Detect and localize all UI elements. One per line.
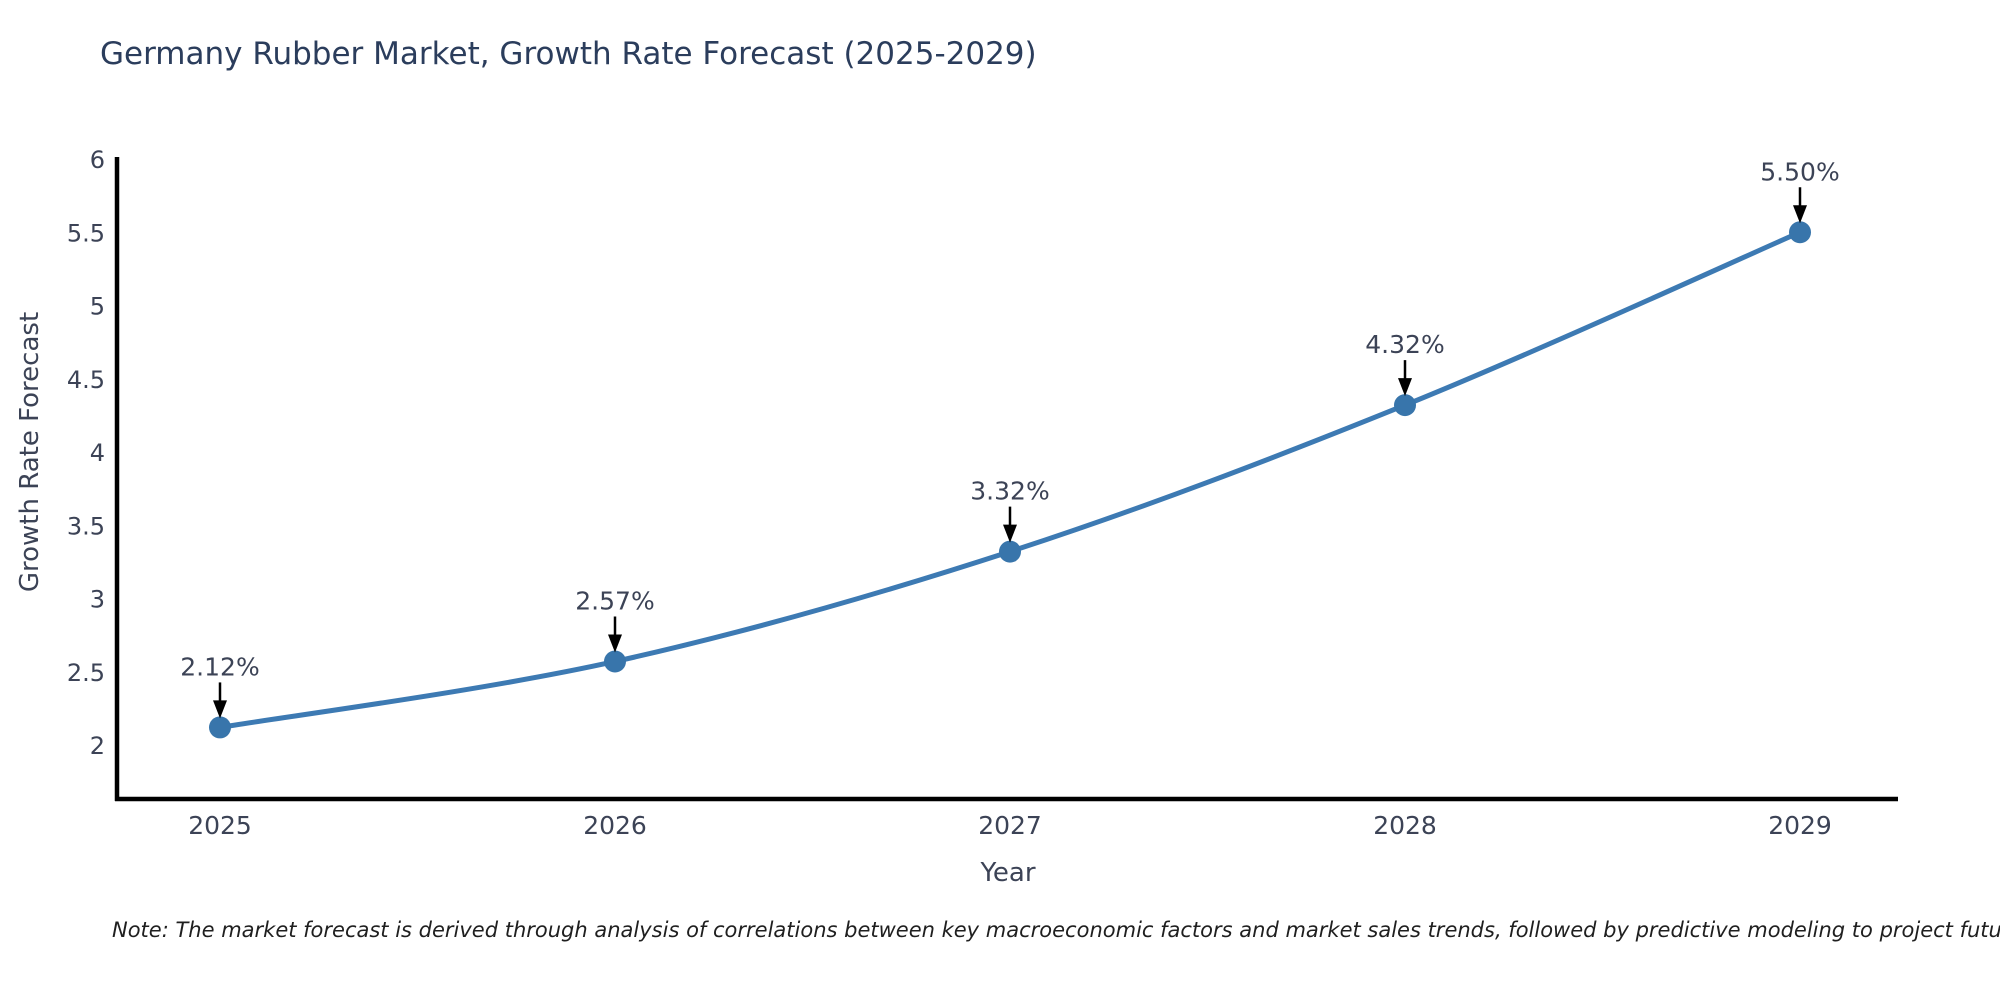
x-tick-label: 2028 (1373, 811, 1437, 840)
x-tick-label: 2029 (1768, 811, 1832, 840)
chart-title: Germany Rubber Market, Growth Rate Forec… (100, 36, 1037, 72)
x-tick-label: 2026 (583, 811, 647, 840)
y-tick-label: 5.5 (67, 219, 105, 247)
x-tick-label: 2025 (188, 811, 252, 840)
point-annotation: 5.50% (1760, 157, 1839, 186)
point-annotation: 3.32% (970, 477, 1049, 506)
data-point-marker (999, 540, 1021, 563)
x-tick-label: 2027 (978, 811, 1042, 840)
annotation-arrowhead-icon (213, 700, 227, 719)
y-tick-label: 3.5 (67, 512, 105, 540)
data-point-marker (1394, 394, 1416, 417)
y-tick-label: 2 (90, 732, 105, 760)
annotation-arrowhead-icon (1793, 205, 1807, 224)
data-point-marker (209, 716, 231, 739)
point-annotation: 4.32% (1365, 330, 1444, 359)
point-annotation: 2.57% (575, 586, 654, 615)
annotation-arrowhead-icon (1003, 524, 1017, 543)
data-point-marker (1789, 221, 1811, 244)
point-annotation: 2.12% (180, 652, 259, 681)
y-tick-label: 3 (90, 586, 105, 614)
data-point-marker (604, 650, 626, 673)
footnote: Note: The market forecast is derived thr… (112, 918, 2000, 942)
y-tick-label: 4.5 (67, 366, 105, 394)
x-axis-title: Year (980, 858, 1036, 888)
annotation-arrowhead-icon (1398, 378, 1412, 397)
y-tick-label: 5 (90, 293, 105, 321)
y-tick-label: 4 (90, 439, 105, 467)
y-tick-label: 6 (90, 146, 105, 174)
annotation-arrowhead-icon (608, 634, 622, 653)
y-tick-label: 2.5 (67, 659, 105, 687)
